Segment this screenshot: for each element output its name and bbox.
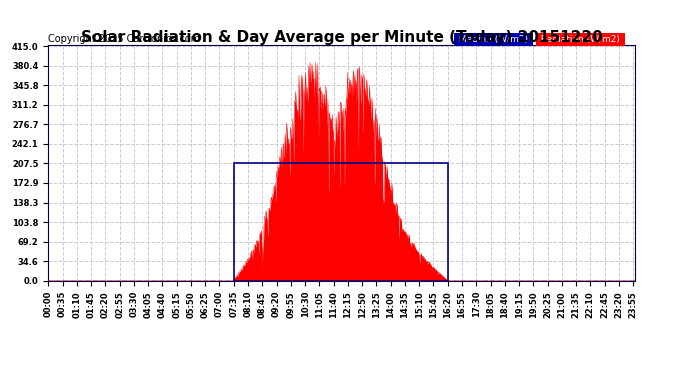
Title: Solar Radiation & Day Average per Minute (Today) 20151220: Solar Radiation & Day Average per Minute… <box>81 30 602 45</box>
Text: Radiation (W/m2): Radiation (W/m2) <box>538 35 623 44</box>
Text: Median (W/m2): Median (W/m2) <box>456 35 531 44</box>
Text: Copyright 2015 Cartronics.com: Copyright 2015 Cartronics.com <box>48 34 200 44</box>
Bar <box>234 164 448 280</box>
